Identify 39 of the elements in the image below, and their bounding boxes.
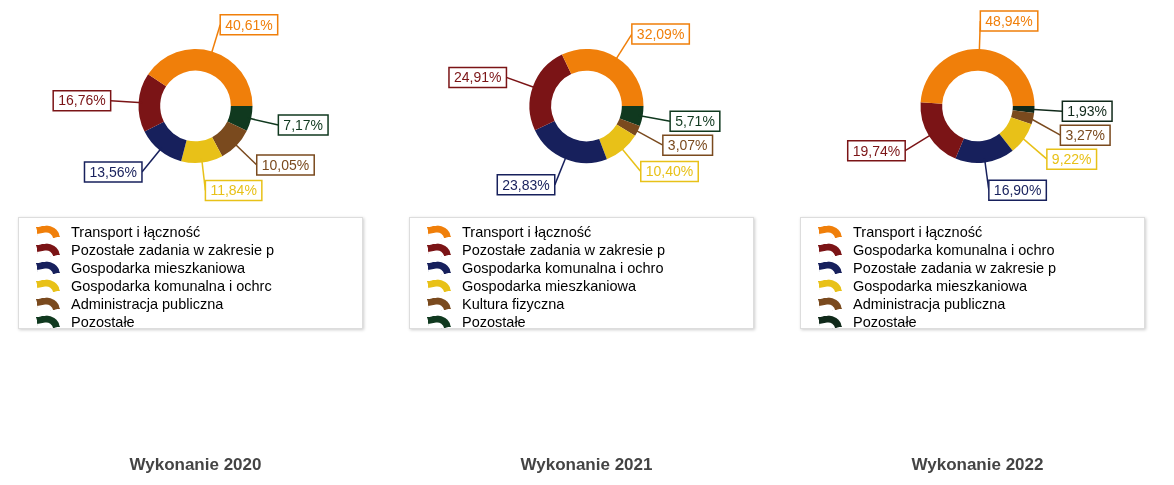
legend-label: Pozostałe zadania w zakresie p: [71, 242, 275, 258]
data-label: 1,93%: [1067, 103, 1108, 120]
legend-label: Administracja publiczna: [71, 296, 224, 312]
data-label: 5,71%: [675, 113, 715, 130]
data-label: 24,91%: [453, 69, 502, 86]
data-label: 48,94%: [985, 12, 1033, 29]
data-label: 3,27%: [1065, 127, 1106, 144]
data-label: 19,74%: [852, 142, 901, 159]
data-label: 10,40%: [645, 163, 694, 180]
data-label: 32,09%: [636, 25, 685, 42]
data-label: 16,90%: [993, 182, 1042, 199]
legend-label: Transport i łączność: [462, 224, 592, 240]
legend-label: Gospodarka mieszkaniowa: [462, 278, 637, 294]
legend-label: Kultura fizyczna: [462, 296, 565, 312]
legend-label: Pozostałe zadania w zakresie p: [853, 260, 1057, 276]
legend-label: Gospodarka mieszkaniowa: [71, 260, 246, 276]
text: Wykonanie 2020: [128, 455, 263, 475]
legend-label: Transport i łączność: [71, 224, 201, 240]
text: Wykonanie 2021: [519, 455, 654, 475]
legend-label: Administracja publiczna: [853, 296, 1006, 312]
data-label: 40,61%: [225, 16, 273, 33]
legend-label: Transport i łączność: [853, 224, 983, 240]
data-label: 23,83%: [502, 176, 550, 193]
data-label: 9,22%: [1051, 151, 1092, 168]
legend-label: Gospodarka komunalna i ochro: [462, 260, 664, 276]
legend-label: Pozostałe: [71, 314, 135, 330]
legend-label: Pozostałe: [853, 314, 917, 330]
data-label: 11,84%: [210, 182, 257, 199]
legend-label: Pozostałe zadania w zakresie p: [462, 242, 666, 258]
legend-label: Gospodarka komunalna i ochro: [853, 242, 1055, 258]
data-label: 16,76%: [58, 92, 106, 109]
text: Wykonanie 2022: [910, 455, 1045, 475]
data-label: 7,17%: [283, 116, 324, 133]
data-label: 10,05%: [261, 156, 310, 173]
data-label: 13,56%: [89, 163, 137, 180]
legend-label: Gospodarka komunalna i ochrc: [71, 278, 272, 294]
legend-label: Pozostałe: [462, 314, 526, 330]
legend-label: Gospodarka mieszkaniowa: [853, 278, 1028, 294]
data-label: 3,07%: [667, 137, 708, 154]
